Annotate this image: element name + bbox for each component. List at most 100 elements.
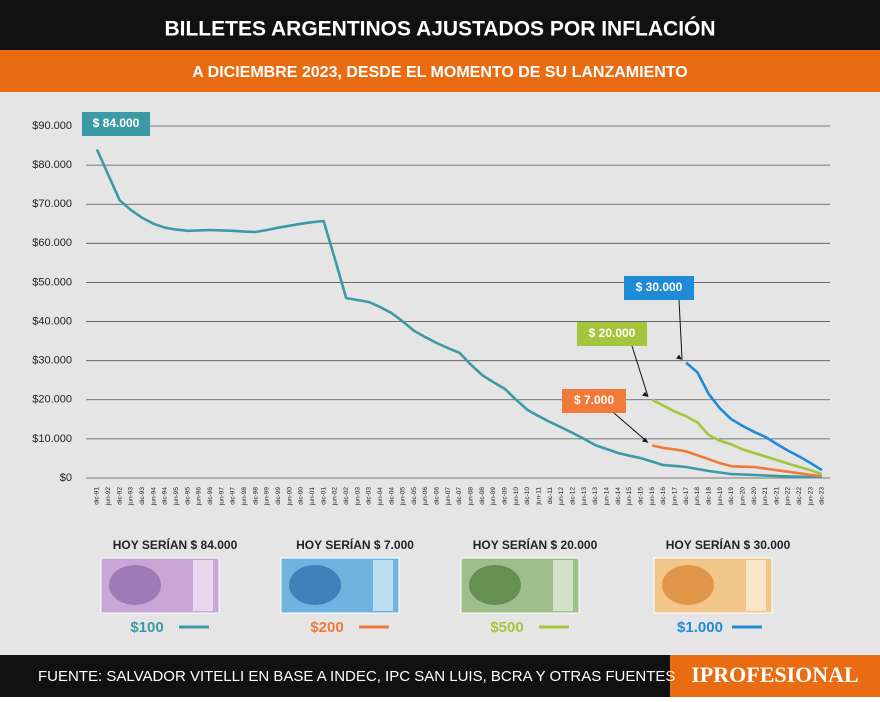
series-line — [651, 444, 823, 478]
x-tick-label: dic-07 — [456, 487, 463, 505]
annotation: $ 30.000 — [636, 280, 683, 294]
x-tick-label: jun-23 — [807, 487, 814, 506]
banknote-strip — [553, 560, 573, 611]
x-tick-label: jun-10 — [513, 487, 520, 506]
x-tick-label: jun-14 — [603, 487, 610, 506]
brand: IPROFESIONAL — [691, 662, 858, 687]
y-tick-label: $0 — [60, 472, 72, 484]
x-tick-label: jun-05 — [400, 487, 407, 506]
x-tick-label: dic-20 — [751, 487, 758, 505]
x-tick-label: dic-06 — [434, 487, 441, 505]
x-tick-label: jun-12 — [558, 487, 565, 506]
x-tick-label: dic-97 — [230, 487, 237, 505]
annotation-arrow — [631, 345, 649, 397]
banknote-figure — [662, 565, 714, 605]
annotation-box — [577, 322, 647, 346]
x-tick-label: jun-96 — [196, 487, 203, 506]
panel-title: HOY SERÍAN $ 84.000 — [113, 537, 238, 552]
annotation-box — [562, 389, 626, 413]
series-line — [651, 398, 823, 476]
x-tick-label: dic-94 — [162, 487, 169, 505]
banknote-figure — [469, 565, 521, 605]
x-tick-label: jun-01 — [309, 487, 316, 506]
subtitle-bar — [0, 50, 880, 92]
y-tick-label: $40.000 — [32, 315, 72, 327]
x-tick-label: jun-09 — [490, 487, 497, 506]
x-tick-label: jun-18 — [694, 487, 701, 506]
annotation: $ 7.000 — [574, 393, 614, 407]
x-tick-label: jun-19 — [717, 487, 724, 506]
chart-subtitle: A DICIEMBRE 2023, DESDE EL MOMENTO DE SU… — [192, 64, 687, 81]
y-tick-label: $70.000 — [32, 198, 72, 210]
x-tick-label: dic-22 — [796, 487, 803, 505]
x-tick-label: dic-08 — [479, 487, 486, 505]
panel-title: HOY SERÍAN $ 30.000 — [666, 537, 791, 552]
banknote-strip — [193, 560, 213, 611]
y-tick-label: $10.000 — [32, 433, 72, 445]
x-tick-label: jun-97 — [218, 487, 225, 506]
banknote-strip — [746, 560, 766, 611]
x-tick-label: jun-11 — [536, 487, 543, 506]
x-tick-label: jun-92 — [105, 487, 112, 506]
x-tick-label: dic-95 — [184, 487, 191, 505]
x-tick-label: jun-04 — [377, 487, 384, 506]
x-tick-label: dic-09 — [502, 487, 509, 505]
x-tick-label: dic-92 — [116, 487, 123, 505]
x-tick-label: dic-18 — [705, 487, 712, 505]
y-tick-label: $80.000 — [32, 159, 72, 171]
x-tick-label: dic-16 — [660, 487, 667, 505]
x-tick-label: jun-13 — [581, 487, 588, 506]
y-tick-label: $30.000 — [32, 355, 72, 367]
annotation: $ 20.000 — [589, 326, 636, 340]
arrow-head — [676, 354, 683, 360]
x-tick-label: jun-94 — [150, 487, 157, 506]
x-tick-label: jun-15 — [626, 487, 633, 506]
x-tick-label: jun-06 — [422, 487, 429, 506]
x-tick-label: jun-16 — [649, 487, 656, 506]
series-line — [685, 361, 823, 472]
x-tick-label: dic-04 — [388, 487, 395, 505]
annotation-arrow — [678, 299, 683, 360]
x-tick-label: jun-95 — [173, 487, 180, 506]
legend-label: $100 — [130, 619, 163, 636]
source: FUENTE: SALVADOR VITELLI EN BASE A INDEC… — [38, 668, 675, 685]
x-tick-label: jun-17 — [671, 487, 678, 506]
x-tick-label: dic-00 — [298, 487, 305, 505]
x-tick-label: dic-10 — [524, 487, 531, 505]
panel-title: HOY SERÍAN $ 20.000 — [473, 537, 598, 552]
x-tick-label: dic-15 — [637, 487, 644, 505]
x-tick-label: jun-93 — [128, 487, 135, 506]
x-tick-label: dic-13 — [592, 487, 599, 505]
y-tick-label: $50.000 — [32, 276, 72, 288]
legend-label: $200 — [310, 619, 343, 636]
x-tick-label: jun-07 — [445, 487, 452, 506]
x-tick-label: dic-99 — [275, 487, 282, 505]
x-tick-label: dic-23 — [819, 487, 826, 505]
arrow-head — [642, 391, 649, 397]
x-tick-label: dic-02 — [343, 487, 350, 505]
x-tick-label: jun-99 — [264, 487, 271, 506]
annotation-arrow — [613, 412, 649, 443]
x-tick-label: dic-19 — [728, 487, 735, 505]
series-line — [95, 148, 823, 479]
banknote-figure — [289, 565, 341, 605]
x-tick-label: dic-03 — [366, 487, 373, 505]
chart-title: BILLETES ARGENTINOS AJUSTADOS POR INFLAC… — [164, 17, 715, 41]
x-tick-label: dic-14 — [615, 487, 622, 505]
annotation-box — [82, 112, 150, 136]
x-tick-label: dic-93 — [139, 487, 146, 505]
panel-title: HOY SERÍAN $ 7.000 — [296, 537, 414, 552]
brand-box — [670, 655, 880, 697]
x-tick-label: dic-11 — [547, 487, 554, 505]
x-tick-label: jun-21 — [762, 487, 769, 506]
x-tick-label: dic-91 — [94, 487, 101, 505]
x-tick-label: dic-05 — [411, 487, 418, 505]
x-tick-label: jun-20 — [739, 487, 746, 506]
x-tick-label: dic-17 — [683, 487, 690, 505]
x-tick-label: dic-21 — [773, 487, 780, 505]
annotation-box — [624, 276, 694, 300]
x-tick-label: dic-98 — [252, 487, 259, 505]
x-tick-label: jun-22 — [785, 487, 792, 506]
